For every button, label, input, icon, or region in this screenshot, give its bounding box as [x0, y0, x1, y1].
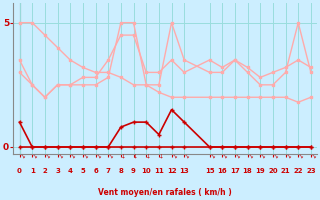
Text: ↑: ↑ [118, 151, 124, 156]
Text: ↑: ↑ [131, 151, 136, 156]
Text: ↑: ↑ [244, 151, 251, 159]
Text: ↑: ↑ [54, 151, 61, 159]
Text: ↑: ↑ [295, 151, 302, 159]
Text: ↑: ↑ [269, 151, 276, 159]
Text: ↑: ↑ [219, 151, 226, 159]
Text: ↑: ↑ [67, 151, 74, 159]
Text: ↑: ↑ [257, 151, 264, 159]
X-axis label: Vent moyen/en rafales ( km/h ): Vent moyen/en rafales ( km/h ) [98, 188, 232, 197]
Text: ↑: ↑ [92, 151, 99, 159]
Text: ↑: ↑ [231, 151, 238, 159]
Text: ↑: ↑ [41, 151, 49, 159]
Text: ↑: ↑ [16, 151, 23, 159]
Text: ↑: ↑ [307, 151, 315, 159]
Text: ↑: ↑ [282, 151, 289, 159]
Text: ↑: ↑ [168, 151, 175, 159]
Text: ↑: ↑ [144, 151, 149, 156]
Text: ↑: ↑ [105, 151, 112, 159]
Text: ↑: ↑ [180, 151, 188, 159]
Text: ↑: ↑ [79, 151, 86, 159]
Text: ↑: ↑ [28, 151, 36, 159]
Text: ↑: ↑ [206, 151, 213, 159]
Text: ↑: ↑ [156, 151, 162, 156]
